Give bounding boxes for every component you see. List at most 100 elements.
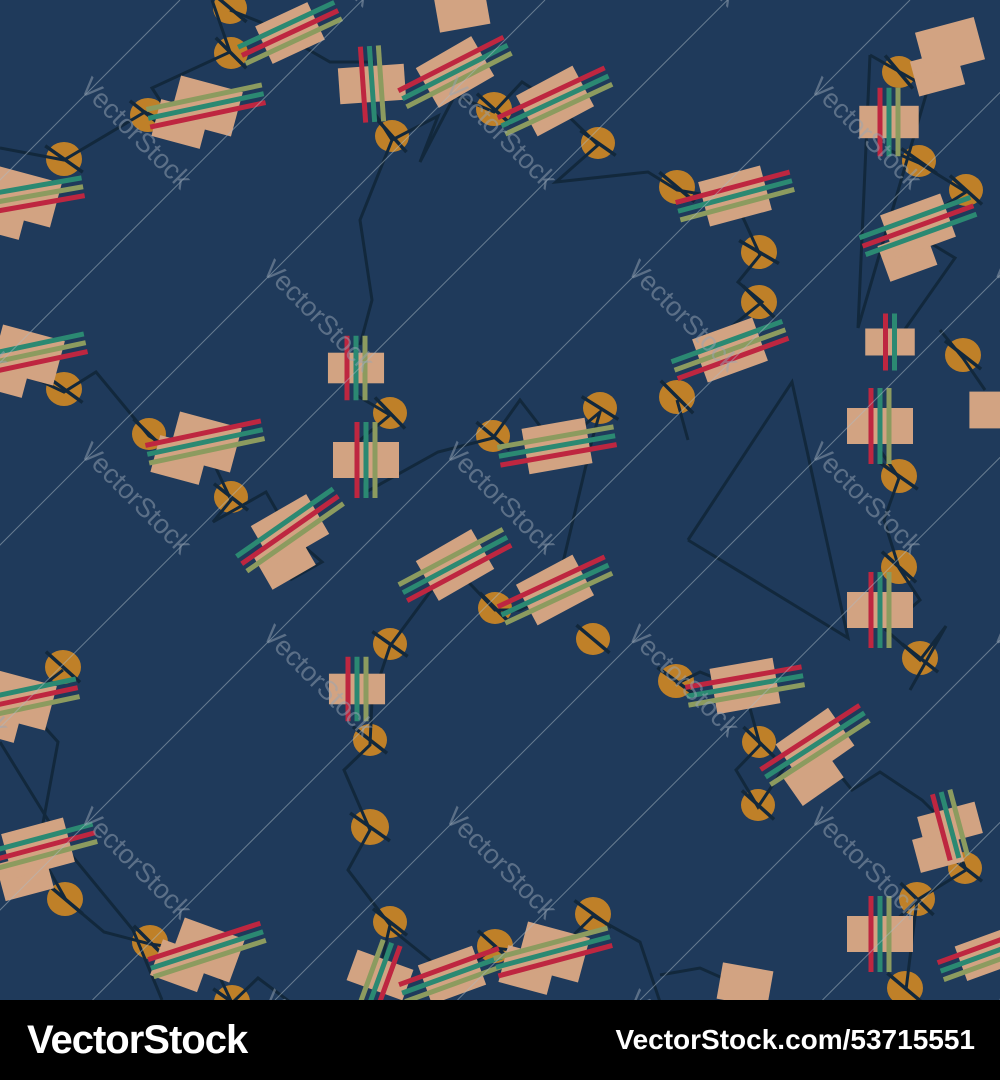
stripe-teal <box>401 954 503 996</box>
ribbon-stripes <box>144 418 266 466</box>
ribbon-stripes <box>883 313 897 371</box>
rect-cluster <box>909 17 986 97</box>
stripe-red <box>144 418 262 448</box>
stripe-olive <box>769 718 871 787</box>
stripe-olive <box>145 82 263 112</box>
vectorstock-logo: VectorStock <box>27 1018 248 1062</box>
stripe-red <box>936 928 1000 966</box>
watermark-hairline <box>92 91 1000 1000</box>
image-source-url: VectorStock.com/53715551 <box>615 1024 975 1055</box>
ribbon-stripes <box>930 788 970 862</box>
bead-slash <box>900 642 940 674</box>
watermark-hairline <box>274 274 1000 1000</box>
stripe-olive <box>496 424 614 450</box>
stripe-olive <box>152 937 267 980</box>
stripe-red <box>357 46 369 123</box>
watermark-footer-bar: VectorStock VectorStock.com/53715551 <box>0 1000 1000 1080</box>
stripe-red <box>0 830 96 866</box>
stripe-teal <box>237 0 336 50</box>
ribbon-stripes <box>936 928 1000 982</box>
stripe-red <box>147 920 262 963</box>
seamless-pattern-canvas: VectorStockVectorStockVectorStockVectorS… <box>0 0 1000 1000</box>
stripe-red <box>496 554 606 610</box>
tan-rect <box>716 962 774 1000</box>
stripe-red <box>500 442 618 468</box>
bead-slash <box>741 284 777 320</box>
stripe-teal <box>764 710 866 780</box>
ribbon-stripes <box>675 169 795 223</box>
stripe-teal <box>235 486 335 559</box>
zigzag-connector <box>878 449 948 691</box>
stripe-red <box>861 203 975 249</box>
watermark-hairlines <box>0 0 1000 1000</box>
stripe-teal <box>366 45 378 123</box>
stripe-olive <box>404 962 506 1000</box>
ribbon-stripes <box>397 34 513 110</box>
zigzag-connector <box>19 668 290 1000</box>
bead-slash <box>943 339 983 371</box>
stripe-olive <box>405 51 513 110</box>
stripe-teal <box>0 175 82 201</box>
pattern-background <box>0 0 1000 1000</box>
stripe-teal <box>858 195 972 241</box>
ribbon-stripes <box>496 424 618 468</box>
bead-slash <box>371 907 409 937</box>
stripe-teal <box>500 73 610 129</box>
rect-cluster <box>716 962 774 1000</box>
zigzag-connector <box>0 741 164 1000</box>
tan-rect <box>865 328 915 356</box>
stripe-red <box>0 349 89 379</box>
watermark-hairline <box>0 0 363 364</box>
stripe-olive <box>397 527 505 587</box>
stripe-red <box>675 169 791 205</box>
bead-slash <box>351 725 389 755</box>
ribbon-stripes <box>397 527 513 603</box>
bead-slash <box>573 899 613 929</box>
bead-slash <box>212 987 233 1000</box>
stripe-olive <box>0 184 84 210</box>
stripe-olive <box>0 340 87 370</box>
stripe-teal <box>365 942 395 1000</box>
ribbon-stripes <box>684 664 806 708</box>
bead-slash <box>900 147 938 175</box>
stripe-olive <box>244 16 343 66</box>
stripe-olive <box>493 925 609 961</box>
bead-slash <box>475 92 513 126</box>
tan-rect <box>914 17 986 75</box>
bead-slash <box>659 379 695 415</box>
watermark-hairline <box>0 0 181 181</box>
stripe-red <box>684 664 802 690</box>
ribbon-stripes <box>0 676 81 724</box>
ribbon-stripes <box>344 335 368 401</box>
ribbon-stripes <box>877 87 901 157</box>
bead-slash <box>740 789 776 821</box>
stripe-olive <box>357 938 386 1000</box>
watermark-hairline <box>822 821 1000 1000</box>
ribbon-stripes <box>496 65 614 137</box>
stripe-red <box>759 703 861 772</box>
bead-slash <box>376 118 408 154</box>
stripe-red <box>240 494 340 566</box>
stripe-teal <box>150 929 264 971</box>
bead-slash <box>879 461 919 491</box>
stripe-olive <box>245 501 345 574</box>
bead-slash <box>46 882 84 916</box>
bead-slash <box>899 881 935 917</box>
bead-slash <box>373 396 407 430</box>
bead-slash <box>214 36 248 70</box>
zigzag-connector <box>686 378 851 642</box>
stripe-teal <box>401 42 509 102</box>
zigzag-connector <box>342 393 603 979</box>
stripe-teal <box>938 791 962 859</box>
bead-slash <box>880 550 918 584</box>
ribbon-stripes <box>235 486 345 574</box>
zigzag-connector <box>938 329 987 391</box>
watermark-hairline <box>0 0 911 911</box>
stripe-olive <box>0 839 98 875</box>
ribbon-stripes <box>868 388 892 464</box>
stripe-olive <box>375 45 387 122</box>
stripe-teal <box>401 535 509 595</box>
ribbon-stripes <box>496 554 614 626</box>
stripe-teal <box>500 562 610 618</box>
bead-slash <box>738 239 780 265</box>
